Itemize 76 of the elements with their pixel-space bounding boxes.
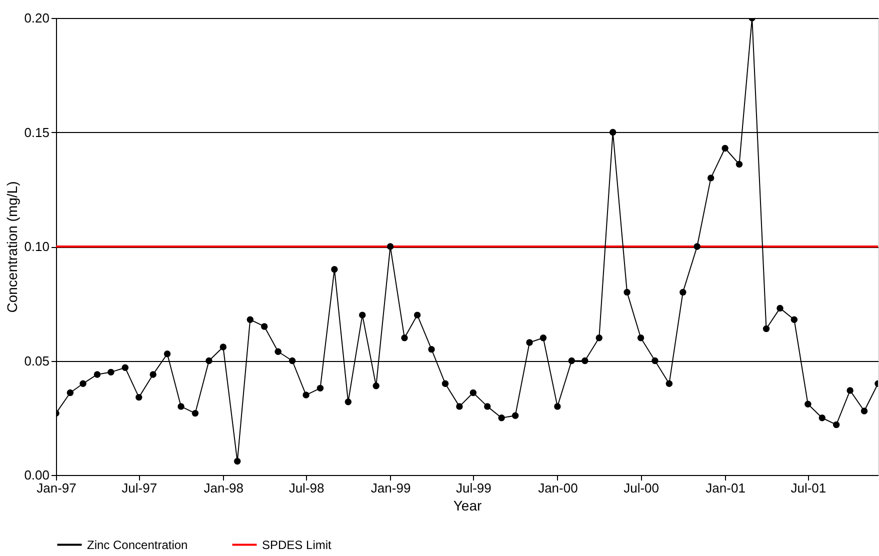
point [484, 403, 491, 410]
point [652, 357, 658, 364]
point [818, 414, 826, 422]
point [316, 384, 324, 392]
point [554, 403, 561, 410]
point [331, 266, 338, 273]
x-tick-label: Jan-98 [204, 480, 244, 496]
point [302, 392, 310, 398]
y-tick-label: 0.05 [24, 353, 50, 368]
x-tick-label: Jan-99 [370, 480, 411, 496]
point [372, 382, 380, 390]
legend-label: SPDES Limit [262, 538, 332, 552]
point [680, 288, 686, 296]
point [220, 344, 226, 350]
point [526, 339, 533, 346]
x-tick-label: Jul-00 [624, 480, 659, 496]
point [80, 380, 86, 387]
point [790, 316, 798, 323]
point [540, 334, 547, 342]
x-tick-label: Jan-97 [36, 480, 76, 496]
point [178, 403, 184, 410]
point [234, 458, 241, 465]
point [582, 357, 588, 364]
point [776, 304, 784, 312]
point [359, 312, 366, 318]
point [498, 414, 505, 422]
x-tick-label: Jan-00 [538, 480, 578, 496]
point [596, 334, 602, 342]
point [610, 128, 616, 136]
x-tick-label: Jul-98 [288, 480, 324, 496]
x-tick-label: Jan-01 [706, 480, 746, 496]
point [94, 371, 101, 378]
y-tick-label: 0.00 [24, 468, 50, 482]
point [344, 398, 352, 406]
point [164, 350, 171, 358]
y-axis-title: Concentration (mg/L) [4, 181, 20, 313]
point [414, 312, 421, 318]
point [150, 371, 156, 378]
point [206, 357, 212, 364]
point [288, 357, 296, 364]
point [722, 144, 728, 152]
x-axis-title: Year [453, 498, 482, 514]
point [860, 408, 868, 414]
y-tick-label: 0.15 [24, 124, 50, 140]
x-tick-label: Jul-99 [456, 480, 492, 496]
point [192, 410, 199, 417]
x-tick-label: Jul-01 [790, 480, 826, 496]
point [637, 334, 644, 342]
point [762, 325, 770, 332]
point [624, 288, 630, 296]
point [708, 174, 714, 182]
point [804, 400, 812, 408]
point [428, 346, 435, 353]
x-tick-label: Jul-97 [122, 480, 158, 496]
y-tick-label: 0.10 [24, 239, 50, 254]
y-tick-label: 0.20 [24, 10, 50, 26]
point [832, 421, 840, 428]
point [846, 387, 854, 394]
point [136, 394, 142, 401]
point [246, 316, 254, 323]
point [694, 243, 700, 250]
point [108, 368, 114, 376]
point [568, 357, 575, 364]
legend-label: Zinc Concentration [87, 538, 188, 552]
point [666, 380, 673, 387]
point [401, 334, 408, 342]
point [66, 389, 74, 396]
point [456, 403, 463, 410]
point [274, 348, 282, 355]
point [512, 412, 519, 419]
point [736, 160, 743, 168]
point [442, 380, 449, 387]
point [122, 364, 129, 371]
point [470, 389, 477, 396]
point [386, 243, 394, 250]
point [261, 323, 268, 330]
